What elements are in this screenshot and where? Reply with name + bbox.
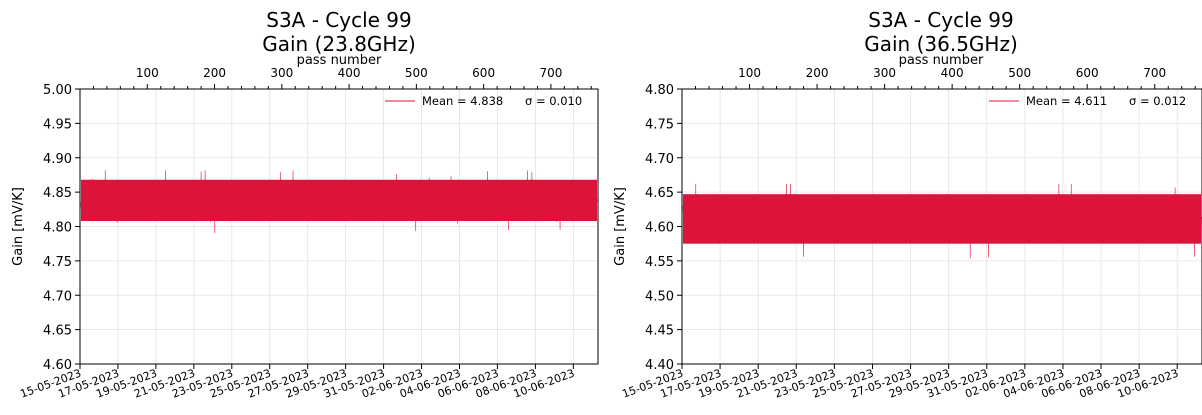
y-axis-label: Gain [mV/K] [613,187,628,266]
y-tick-label: 4.95 [43,117,72,132]
y-axis-label: Gain [mV/K] [11,187,26,266]
y-tick-label: 4.75 [645,117,674,132]
chart-title: S3A - Cycle 99 [868,8,1014,32]
top-x-axis-label: pass number [297,53,382,68]
y-tick-label: 4.85 [43,186,72,201]
plot-frame [79,88,599,365]
top-x-tick-label: 700 [1143,66,1166,80]
top-x-tick-label: 700 [539,66,562,80]
top-x-tick-label: 100 [136,66,159,80]
data-series-line [682,183,1202,259]
y-tick-label: 4.70 [43,289,72,304]
legend-sigma-label: σ = 0.010 [525,94,582,108]
y-tick-label: 4.50 [645,289,674,304]
y-tick-label: 5.00 [43,83,72,98]
legend-label: Mean = 4.838 [422,94,503,108]
chart-title: S3A - Cycle 99 [266,8,412,32]
y-tick-label: 4.60 [43,358,72,373]
legend-sigma-label: σ = 0.012 [1129,94,1186,108]
plot-frame [681,88,1202,365]
top-x-axis-label: pass number [899,53,984,68]
top-x-tick-label: 200 [203,66,226,80]
y-tick-label: 4.80 [43,221,72,236]
y-tick-label: 4.65 [645,186,674,201]
y-tick-label: 4.90 [43,152,72,167]
y-tick-label: 4.55 [645,255,674,270]
top-x-tick-label: 300 [873,66,896,80]
top-x-tick-label: 200 [806,66,829,80]
top-x-tick-label: 500 [1008,66,1031,80]
top-x-tick-label: 600 [472,66,495,80]
top-x-tick-label: 400 [941,66,964,80]
y-tick-label: 4.65 [43,324,72,339]
chart-subtitle: Gain (36.5GHz) [864,32,1018,56]
y-tick-label: 4.70 [645,152,674,167]
top-x-tick-label: 300 [270,66,293,80]
y-tick-label: 4.80 [645,83,674,98]
data-series-line [80,170,598,234]
chart-subtitle: Gain (23.8GHz) [262,32,416,56]
y-tick-label: 4.40 [645,358,674,373]
y-tick-label: 4.60 [645,221,674,236]
top-x-tick-label: 100 [738,66,761,80]
top-x-tick-label: 600 [1076,66,1099,80]
y-tick-label: 4.75 [43,255,72,270]
legend-label: Mean = 4.611 [1026,94,1107,108]
y-tick-label: 4.45 [645,324,674,339]
top-x-tick-label: 400 [338,66,361,80]
top-x-tick-label: 500 [405,66,428,80]
